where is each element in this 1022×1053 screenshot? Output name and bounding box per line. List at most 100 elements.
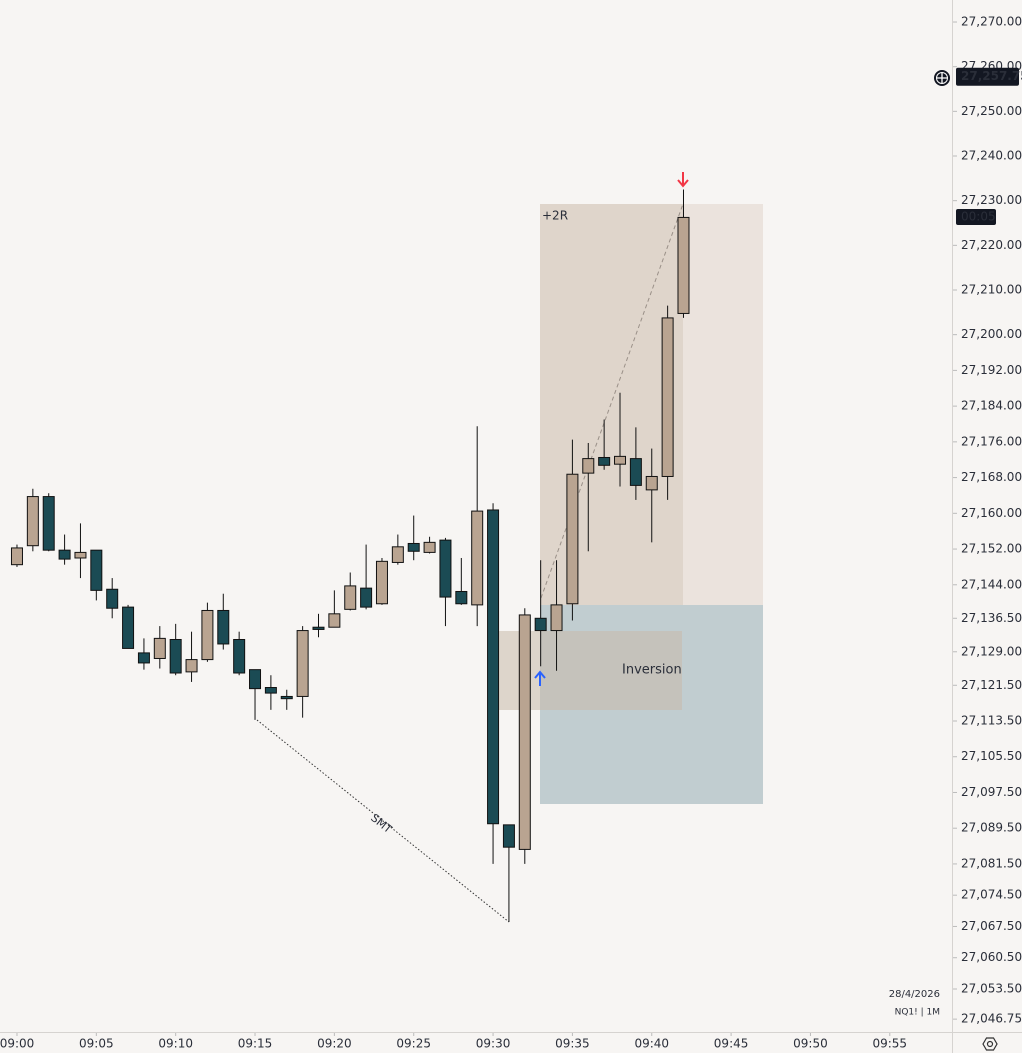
x-tick-label: 09:35 [555,1037,590,1051]
x-tick-label: 09:10 [158,1037,193,1051]
candle-body [423,541,436,553]
y-tick-label: 27,168.00 [961,470,1022,484]
y-tick-label: 27,067.50 [961,919,1022,933]
y-tick-label: 27,074.50 [961,888,1022,902]
candle-body [280,695,293,700]
candle-body [10,547,23,566]
y-tick-label: 27,144.00 [961,577,1022,591]
candle-body [74,551,87,559]
candle-body [58,549,71,560]
y-tick-label: 27,097.50 [961,785,1022,799]
candle-body [249,669,262,690]
candle-body [614,455,627,465]
candle-body [661,317,674,477]
x-tick-label: 09:50 [793,1037,828,1051]
candle-body [502,824,515,848]
settings-icon-center [986,1040,994,1048]
candle-body [582,458,595,474]
x-tick-label: 09:00 [0,1037,34,1051]
candle-body [375,560,388,605]
sell-arrow [677,172,689,188]
y-tick-label: 27,160.00 [961,506,1022,520]
x-ticks: 09:00 09:05 09:10 09:15 09:20 09:25 09:30 09:35… [0,1033,907,1051]
candle-body [550,604,563,632]
symbol-label: NQ1! | 1M [895,1008,940,1018]
candle-body [471,510,484,606]
y-ticks: 27,270.0027,260.0027,250.0027,240.0027,2… [953,15,1022,1026]
y-tick-label: 27,240.00 [961,149,1022,163]
target-label: +2R [542,209,568,223]
candle-body [122,606,135,649]
y-tick-label: 27,053.50 [961,981,1022,995]
add-icon-ring [936,72,948,84]
candle-body [566,473,579,605]
candle-body [344,585,357,610]
candle-body [153,637,166,659]
candle-body [645,475,658,491]
y-tick-label: 27,113.50 [961,714,1022,728]
y-tick-label: 27,105.50 [961,749,1022,763]
candle-body [185,659,198,673]
date-label: 28/4/2026 [889,989,940,1000]
candle-body [264,687,277,694]
y-tick-label: 27,210.00 [961,283,1022,297]
y-tick-label: 27,081.50 [961,856,1022,870]
candle-body [137,652,150,664]
y-tick-label: 27,250.00 [961,104,1022,118]
y-tick-label: 27,152.00 [961,542,1022,556]
candle-body [42,496,55,551]
y-tick-label: 27,089.50 [961,821,1022,835]
x-tick-label: 09:25 [396,1037,431,1051]
countdown: 00:05 [961,210,996,224]
candle-body [217,609,230,645]
y-tick-label: 27,121.50 [961,678,1022,692]
candle-body [169,638,182,674]
price-label: 27,257.75 [961,69,1022,83]
candles [10,189,690,922]
x-tick-label: 09:45 [714,1037,749,1051]
candle-body [598,456,611,466]
y-tick-label: 27,230.00 [961,193,1022,207]
y-tick-label: 27,046.75 [961,1012,1022,1026]
candle-body [106,588,119,609]
candle-body [487,509,500,825]
y-tick-label: 27,220.00 [961,238,1022,252]
candle-body [439,539,452,598]
y-tick-label: 27,176.00 [961,434,1022,448]
candle-body [201,609,214,661]
candle-body [455,590,468,605]
x-tick-label: 09:40 [634,1037,669,1051]
candle-body [90,549,103,591]
candle-body [360,587,373,608]
y-tick-label: 27,060.50 [961,950,1022,964]
y-tick-label: 27,192.00 [961,363,1022,377]
price-axis [953,0,1022,1053]
price-label-bg [956,67,1019,86]
candle-body [26,496,39,547]
candle-body [391,546,404,563]
target-zone-filled [540,204,683,605]
candle-body [407,542,420,552]
candle-body [518,614,531,850]
y-tick-label: 27,129.00 [961,644,1022,658]
x-tick-label: 09:30 [476,1037,511,1051]
buy-arrow [534,670,546,686]
x-tick-label: 09:05 [79,1037,114,1051]
settings-button[interactable] [982,1037,998,1051]
candle-body [233,638,246,674]
x-tick-label: 09:55 [872,1037,907,1051]
y-tick-label: 27,136.50 [961,611,1022,625]
smt-line [256,719,510,923]
inversion-label: Inversion [622,663,682,678]
add-icon [937,73,947,83]
time-axis [0,1033,1022,1053]
countdown-bg [956,209,996,225]
x-tick-label: 09:20 [317,1037,352,1051]
candle-body [296,630,309,697]
x-tick-label: 09:15 [238,1037,273,1051]
y-tick-label: 27,184.00 [961,399,1022,413]
candle-body [677,216,690,314]
